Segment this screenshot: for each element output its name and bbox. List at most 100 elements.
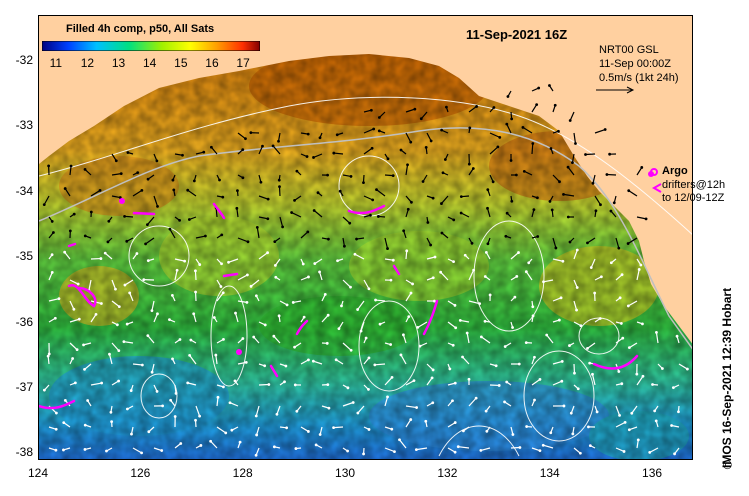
current-arrow [606, 173, 617, 176]
current-arrow [147, 335, 155, 344]
current-arrow-head [373, 363, 377, 367]
current-arrow-head [644, 217, 648, 221]
current-arrow-head [533, 355, 536, 359]
current-arrow-head [670, 424, 673, 427]
current-arrow [300, 359, 309, 365]
current-arrow-head [294, 447, 298, 450]
current-arrow-head [117, 379, 121, 383]
current-arrow-head [359, 329, 363, 333]
sst-map [39, 16, 692, 459]
current-arrow [416, 447, 428, 451]
current-arrow-head [284, 364, 288, 368]
current-arrow-head [648, 450, 652, 454]
current-arrow-head [391, 174, 395, 178]
current-arrow-head [509, 159, 513, 162]
current-arrow-head [194, 290, 197, 294]
current-arrow-head [486, 206, 489, 210]
current-arrow [216, 292, 224, 302]
current-arrow-head [483, 275, 487, 278]
current-arrow-head [443, 158, 447, 161]
current-arrow-head [483, 319, 487, 323]
current-arrow-head [271, 144, 275, 148]
current-arrow [321, 314, 329, 323]
current-arrow-head [641, 374, 645, 378]
current-arrow-head [241, 148, 245, 152]
current-arrow-head [273, 263, 277, 267]
current-arrow [531, 104, 538, 113]
current-arrow-head [588, 444, 592, 448]
current-arrow-head [637, 268, 641, 271]
current-arrow-head [62, 448, 65, 452]
current-arrow-head [569, 411, 573, 415]
current-arrow-head [402, 333, 405, 337]
current-arrow-head [356, 308, 360, 311]
current-arrow-head [46, 354, 50, 358]
current-arrow [510, 446, 520, 449]
current-arrow [531, 143, 534, 155]
current-arrow-head [179, 442, 183, 445]
credit-text: IMOS 16-Sep-2021 12:39 Hobart [720, 287, 734, 468]
current-arrow-head [372, 127, 376, 131]
colorbar-tick-label: 16 [205, 56, 219, 70]
current-arrow-head [249, 131, 253, 135]
current-arrow-head [538, 378, 542, 381]
current-arrow-head [575, 286, 579, 289]
current-arrow-head [293, 383, 297, 387]
current-arrow-head [431, 368, 435, 372]
current-arrow [420, 111, 428, 120]
current-arrow-head [254, 294, 258, 298]
current-arrow-head [62, 421, 66, 425]
current-arrow-head [410, 200, 413, 204]
current-arrow-head [494, 364, 498, 368]
current-arrow-head [194, 418, 197, 422]
current-arrow [357, 405, 365, 414]
scale-arrow [596, 86, 635, 94]
current-arrow-head [266, 251, 269, 255]
current-arrow-head [146, 177, 150, 181]
current-arrow [124, 215, 134, 218]
current-arrow-head [241, 176, 245, 180]
current-arrow-head [278, 185, 281, 189]
current-arrow-head [255, 225, 259, 229]
current-arrow [405, 132, 412, 143]
current-arrow [524, 170, 533, 176]
current-arrow-head [327, 406, 331, 410]
current-arrow-head [150, 309, 154, 313]
current-arrow-head [653, 409, 657, 413]
current-arrow-head [557, 129, 560, 133]
current-arrow-head [412, 379, 416, 383]
current-arrow-head [453, 303, 457, 307]
current-arrow [400, 354, 407, 365]
current-arrow-head [244, 360, 248, 364]
current-arrow-head [513, 295, 517, 299]
current-arrow-head [549, 147, 553, 150]
current-arrow-head [323, 292, 327, 296]
current-arrow [426, 377, 433, 386]
current-arrow [215, 354, 218, 365]
current-arrow-head [598, 317, 602, 320]
current-arrow-head [608, 152, 612, 156]
current-arrow-head [463, 253, 467, 257]
current-arrow-head [627, 428, 631, 432]
current-arrow [228, 258, 239, 263]
current-arrow-head [349, 348, 353, 352]
current-arrow-head [515, 275, 519, 278]
current-arrow-head [369, 108, 373, 112]
current-arrow-head [620, 273, 624, 277]
current-arrow-head [285, 426, 289, 430]
current-arrow [384, 237, 389, 249]
current-arrow-head [161, 404, 165, 408]
current-arrow-head [440, 128, 444, 132]
current-arrow-head [626, 242, 630, 245]
current-arrow-head [117, 305, 121, 309]
current-arrow-head [424, 146, 428, 149]
current-arrow [88, 279, 92, 291]
argo-drifters-line1: drifters@12h [662, 179, 726, 191]
current-arrow-head [409, 140, 413, 144]
current-arrow-head [326, 237, 330, 241]
current-arrow-head [406, 163, 409, 167]
current-arrow [405, 380, 415, 386]
current-arrow-head [293, 345, 296, 349]
current-arrow-head [654, 419, 658, 423]
current-arrow-head [430, 376, 434, 380]
